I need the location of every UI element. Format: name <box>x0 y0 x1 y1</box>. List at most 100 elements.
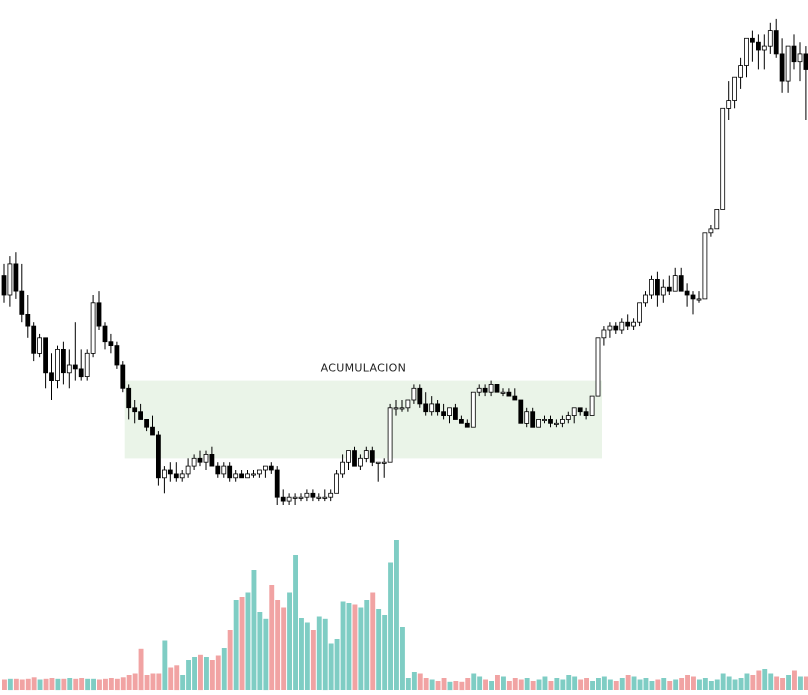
candle <box>613 322 619 334</box>
candle-body <box>607 325 613 331</box>
candle <box>191 454 197 470</box>
volume-bar <box>560 679 566 690</box>
candle <box>215 462 221 478</box>
candle-body <box>310 492 316 498</box>
candle <box>227 462 233 482</box>
candle <box>120 361 126 393</box>
candle <box>13 252 19 299</box>
candle-body <box>292 496 298 499</box>
candle <box>447 407 452 424</box>
candle <box>500 388 506 397</box>
candle-body <box>155 434 161 479</box>
candle <box>96 291 102 330</box>
candle-body <box>399 407 405 410</box>
volume-bar <box>429 679 435 690</box>
candle-body <box>37 337 42 354</box>
candle <box>334 470 340 494</box>
volume-bar <box>447 681 453 691</box>
candle-body <box>423 403 429 413</box>
volume-bar <box>120 677 126 691</box>
candle-body <box>381 461 387 464</box>
volume-bar <box>453 681 459 690</box>
volume-bar <box>643 678 649 690</box>
candle-body <box>298 496 304 499</box>
candle-body <box>613 325 619 331</box>
candle <box>233 470 239 482</box>
candle-body <box>595 337 601 397</box>
volume-bar <box>61 678 67 691</box>
candle-body <box>643 294 648 304</box>
candle <box>536 418 541 428</box>
candle <box>25 295 31 338</box>
candle-body <box>233 473 239 479</box>
candle <box>672 267 678 292</box>
candle <box>417 384 423 408</box>
candle-body <box>405 399 411 409</box>
candle <box>452 403 458 420</box>
volume-bar <box>204 657 209 690</box>
volume-bar <box>299 618 304 690</box>
candle <box>1 263 7 303</box>
candle <box>185 458 191 478</box>
candle <box>767 22 773 54</box>
candle-body <box>197 457 203 463</box>
volume-bar <box>483 679 488 690</box>
candle <box>393 400 399 416</box>
volume-bar <box>257 612 263 690</box>
candle-body <box>696 298 702 301</box>
candle <box>268 462 274 474</box>
volume-bar <box>168 667 174 690</box>
candle-body <box>369 450 375 463</box>
candle-body <box>43 337 48 374</box>
candle <box>78 349 84 381</box>
volume-bar <box>221 648 227 690</box>
candle-body <box>316 496 322 499</box>
candle-body <box>215 465 221 475</box>
volume-bar <box>215 655 221 690</box>
candle-body <box>589 395 595 416</box>
candle <box>607 322 613 338</box>
candle <box>144 418 150 432</box>
candle-body <box>506 391 512 397</box>
candle-body <box>55 348 60 381</box>
candle <box>655 271 660 307</box>
volume-bar <box>685 675 690 690</box>
volume-bar <box>114 678 120 691</box>
volume-bar <box>601 676 607 690</box>
candle-body <box>13 263 19 292</box>
volume-bar <box>126 675 132 690</box>
candle <box>678 267 684 292</box>
candle <box>66 349 72 389</box>
candle-body <box>560 418 565 424</box>
volume-bar <box>31 677 37 691</box>
volume-bar <box>631 676 637 690</box>
volume-bar <box>590 681 595 690</box>
candle <box>161 466 167 494</box>
volume-bar <box>501 676 506 690</box>
volume-bar <box>738 678 744 690</box>
candle <box>197 450 203 467</box>
volume-bar <box>209 660 215 690</box>
candle <box>173 462 179 482</box>
candle <box>524 407 530 428</box>
volume-bar <box>625 675 631 690</box>
candle <box>292 493 298 505</box>
candle <box>482 384 488 397</box>
candle-body <box>203 453 209 463</box>
candle <box>72 322 78 381</box>
candle <box>126 384 132 420</box>
volume-bar <box>708 681 714 690</box>
candle <box>49 353 54 400</box>
volume-bar <box>792 670 797 690</box>
candle-body <box>49 372 54 381</box>
candle-body <box>334 473 340 494</box>
candle <box>209 446 215 467</box>
candle-body <box>565 415 571 420</box>
candle <box>423 392 429 416</box>
candle-body <box>393 407 399 410</box>
candle <box>720 107 726 210</box>
candle <box>298 493 304 502</box>
candle-body <box>714 208 720 230</box>
candle <box>304 489 310 502</box>
volume-bar <box>471 673 477 690</box>
